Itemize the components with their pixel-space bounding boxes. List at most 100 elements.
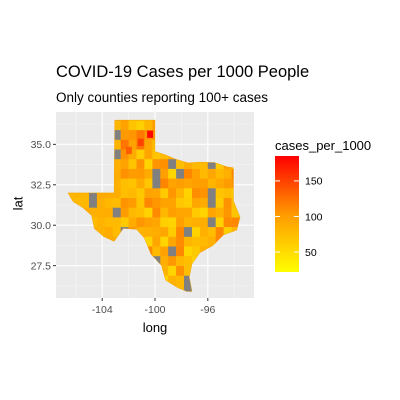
county-cell bbox=[152, 236, 161, 247]
county-cell bbox=[176, 207, 185, 218]
county-cell bbox=[120, 197, 129, 208]
county-cell bbox=[128, 129, 137, 140]
county-cell bbox=[199, 236, 209, 247]
county-cell bbox=[136, 158, 145, 169]
county-cell bbox=[184, 285, 193, 292]
county-cell bbox=[120, 207, 129, 218]
county-cell bbox=[96, 197, 106, 208]
y-tick-label: 35.0 bbox=[31, 139, 52, 151]
county-cell bbox=[160, 197, 169, 208]
county-cell bbox=[128, 120, 137, 131]
county-cell bbox=[96, 207, 106, 218]
county-cell bbox=[120, 139, 129, 150]
county-cell bbox=[128, 217, 137, 228]
county-cell bbox=[112, 139, 121, 150]
county-cell bbox=[112, 149, 121, 160]
county-cell bbox=[144, 120, 153, 131]
county-cell bbox=[160, 217, 169, 228]
county-cell bbox=[184, 178, 193, 189]
county-cell bbox=[223, 168, 232, 179]
county-cell bbox=[176, 217, 185, 228]
county-cell bbox=[128, 149, 137, 160]
county-cell bbox=[120, 188, 129, 198]
county-cell bbox=[160, 188, 169, 198]
county-cell bbox=[96, 217, 106, 228]
county-cell bbox=[104, 217, 113, 228]
county-cell bbox=[144, 168, 153, 179]
county-cell bbox=[215, 168, 224, 179]
county-cell bbox=[184, 188, 193, 198]
county-cell bbox=[215, 207, 224, 218]
county-cell bbox=[184, 207, 193, 218]
county-cell bbox=[215, 197, 224, 208]
county-cell bbox=[192, 246, 201, 257]
county-cell bbox=[168, 168, 177, 179]
county-cell bbox=[215, 217, 224, 228]
county-cell bbox=[81, 197, 90, 208]
county-cell bbox=[120, 149, 129, 160]
legend-title: cases_per_1000 bbox=[275, 138, 372, 153]
county-cell bbox=[223, 188, 232, 198]
county-cell bbox=[184, 236, 193, 247]
county-cell bbox=[192, 197, 201, 208]
county-cell bbox=[231, 207, 240, 218]
county-cell bbox=[207, 207, 216, 218]
county-cell bbox=[136, 226, 145, 237]
county-cell bbox=[128, 207, 137, 218]
county-cell bbox=[112, 197, 121, 208]
county-cell bbox=[192, 188, 201, 198]
county-cell bbox=[223, 226, 232, 237]
county-cell bbox=[112, 207, 121, 218]
county-cell bbox=[192, 168, 201, 179]
county-cell bbox=[176, 255, 185, 266]
county-cell bbox=[176, 158, 185, 169]
county-cell bbox=[144, 158, 153, 169]
county-cell bbox=[120, 129, 129, 140]
county-cell bbox=[136, 129, 145, 140]
chart-title: COVID-19 Cases per 1000 People bbox=[56, 63, 310, 81]
county-cell bbox=[152, 168, 161, 179]
county-cell bbox=[126, 146, 132, 155]
county-cell bbox=[104, 207, 113, 218]
county-cell bbox=[112, 217, 121, 228]
county-cell bbox=[199, 168, 209, 179]
county-cell bbox=[152, 149, 161, 160]
county-cell bbox=[160, 178, 169, 189]
county-cell bbox=[168, 246, 177, 257]
county-cell bbox=[144, 178, 153, 189]
texas-outline bbox=[67, 119, 241, 292]
county-cell bbox=[184, 158, 193, 169]
county-cell bbox=[168, 158, 177, 169]
county-cell bbox=[136, 120, 145, 131]
county-cell bbox=[112, 158, 121, 169]
county-cell bbox=[152, 197, 161, 208]
county-cell bbox=[231, 217, 240, 228]
county-cell bbox=[128, 168, 137, 179]
county-cell bbox=[160, 226, 169, 237]
county-cell bbox=[160, 236, 169, 247]
county-cell bbox=[73, 197, 82, 208]
county-cell bbox=[136, 207, 145, 218]
county-cell bbox=[199, 178, 209, 189]
county-cell bbox=[176, 168, 185, 179]
county-cell bbox=[168, 255, 177, 266]
county-cell bbox=[184, 265, 193, 276]
y-tick-label: 30.0 bbox=[31, 220, 52, 232]
county-cell bbox=[128, 178, 137, 189]
county-cell bbox=[112, 168, 121, 179]
county-cell bbox=[160, 207, 169, 218]
county-cell bbox=[176, 265, 185, 276]
county-cell bbox=[223, 217, 232, 228]
county-cell bbox=[128, 158, 137, 169]
county-cell bbox=[147, 130, 153, 138]
legend-tick-label: 50 bbox=[305, 247, 317, 259]
x-tick-label: -100 bbox=[144, 304, 165, 316]
county-cell bbox=[152, 207, 161, 218]
county-cell bbox=[199, 217, 209, 228]
county-cell bbox=[136, 188, 145, 198]
county-cell bbox=[136, 217, 145, 228]
county-cell bbox=[112, 188, 121, 198]
county-cell bbox=[112, 226, 121, 237]
legend-colorbar bbox=[275, 156, 299, 272]
